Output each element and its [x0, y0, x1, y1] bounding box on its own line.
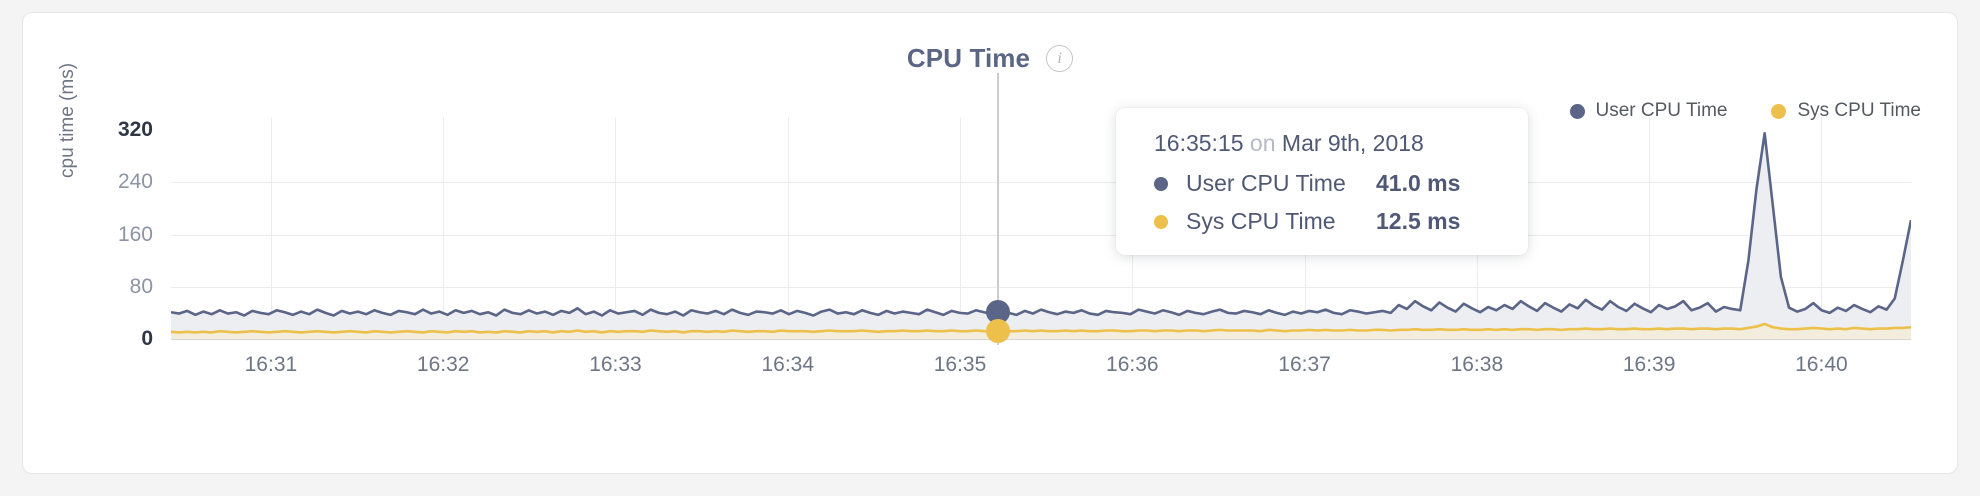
x-tick-label: 16:35	[933, 353, 987, 376]
legend-item-sys-cpu-time[interactable]: Sys CPU Time	[1771, 100, 1921, 122]
x-axis-ticks: 16:31 16:32 16:33 16:34 16:35 16:36 16:37 16:38…	[171, 117, 1911, 376]
y-axis-title: cpu time (ms)	[57, 62, 78, 178]
cursor-marker-sys-cpu-time	[985, 318, 1010, 343]
plot-area[interactable]: 0 80 160 240 320 16:31 16:32 16:33 16:34 16:35 16…	[118, 73, 1911, 376]
legend-item-user-cpu-time[interactable]: User CPU Time	[1569, 100, 1728, 122]
x-gridline	[443, 117, 445, 339]
x-tick-label: 16:40	[1795, 353, 1848, 376]
tooltip-value-sys-cpu-time: 12.5 ms	[1376, 208, 1461, 234]
tooltip-dot-sys-cpu-time	[1154, 214, 1168, 229]
tooltip-row-user-cpu-time: User CPU Time 41.0 ms	[1154, 170, 1498, 197]
x-gridline	[960, 117, 962, 339]
chart-legend: User CPU Time Sys CPU Time	[1569, 100, 1921, 122]
x-tick-label: 16:32	[416, 353, 470, 376]
series-area-user-cpu-time	[171, 133, 1911, 339]
tooltip-name-user-cpu-time: User CPU Time	[1186, 170, 1346, 196]
y-tick-label: 240	[117, 170, 153, 194]
x-tick-label: 16:33	[589, 353, 642, 376]
cpu-time-card: CPU Time i User CPU Time Sys CPU Time cp…	[22, 12, 1958, 474]
tooltip-date: Mar 9th, 2018	[1281, 130, 1424, 156]
legend-dot-user-cpu-time	[1569, 103, 1585, 119]
hover-tooltip: 16:35:15 on Mar 9th, 2018 User CPU Time …	[1116, 108, 1528, 255]
y-tick-label: 0	[141, 327, 153, 350]
y-gridline	[171, 234, 1911, 236]
tooltip-on-word: on	[1249, 130, 1276, 156]
tooltip-value-user-cpu-time: 41.0 ms	[1376, 170, 1461, 196]
x-gridline	[1649, 117, 1651, 339]
x-gridline	[270, 117, 272, 339]
x-tick-label: 16:34	[761, 353, 815, 376]
series-line-sys-cpu-time	[171, 322, 1911, 334]
series-line-user-cpu-time	[171, 132, 1911, 317]
x-tick-label: 16:39	[1622, 353, 1676, 376]
y-gridline	[171, 286, 1911, 288]
tooltip-dot-user-cpu-time	[1154, 176, 1168, 191]
tooltip-timestamp: 16:35:15 on Mar 9th, 2018	[1154, 130, 1498, 157]
legend-dot-sys-cpu-time	[1771, 103, 1787, 119]
y-axis-ticks: 0 80 160 240 320	[118, 117, 1911, 350]
info-icon[interactable]: i	[1046, 45, 1074, 72]
x-tick-label: 16:38	[1450, 353, 1504, 376]
y-tick-label: 80	[129, 274, 153, 298]
card-header: CPU Time i	[23, 43, 1957, 74]
legend-label-user-cpu-time: User CPU Time	[1595, 100, 1728, 121]
tooltip-row-sys-cpu-time: Sys CPU Time 12.5 ms	[1154, 208, 1498, 235]
x-gridline	[1821, 117, 1823, 339]
y-tick-label: 160	[117, 222, 153, 246]
series-plot	[171, 132, 1911, 339]
page-title: CPU Time	[906, 43, 1031, 73]
y-tick-label: 320	[117, 118, 153, 142]
x-tick-label: 16:37	[1278, 353, 1331, 376]
cursor-crosshair-line	[996, 73, 999, 345]
tooltip-name-sys-cpu-time: Sys CPU Time	[1186, 208, 1336, 234]
x-tick-label: 16:31	[244, 353, 298, 376]
x-tick-label: 16:36	[1106, 353, 1159, 376]
y-gridline	[171, 182, 1911, 184]
y-gridline	[171, 339, 1911, 340]
x-gridline	[787, 117, 789, 339]
legend-label-sys-cpu-time: Sys CPU Time	[1797, 100, 1921, 121]
tooltip-time: 16:35:15	[1154, 130, 1244, 156]
x-gridline	[615, 117, 617, 339]
